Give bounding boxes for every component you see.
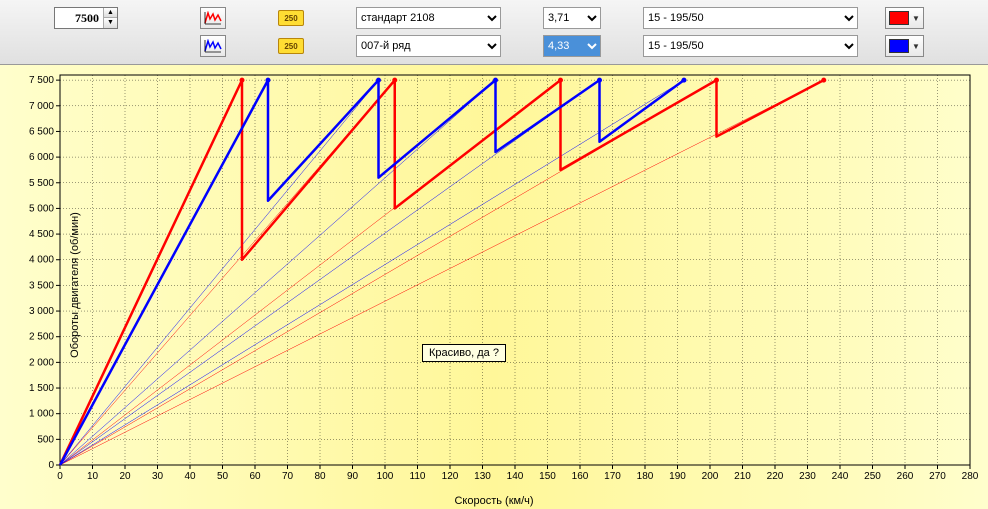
svg-text:240: 240 — [832, 471, 849, 482]
scale-label-1: 250 — [284, 14, 297, 23]
svg-text:5 000: 5 000 — [29, 203, 54, 214]
svg-text:200: 200 — [702, 471, 719, 482]
svg-text:260: 260 — [897, 471, 914, 482]
svg-text:190: 190 — [669, 471, 686, 482]
rpm-spin-down-icon[interactable]: ▼ — [103, 18, 117, 28]
svg-text:1 000: 1 000 — [29, 409, 54, 420]
svg-text:0: 0 — [57, 471, 63, 482]
color-picker-1[interactable]: ▼ — [885, 7, 924, 29]
svg-text:0: 0 — [48, 460, 54, 471]
svg-text:70: 70 — [282, 471, 294, 482]
svg-text:4 500: 4 500 — [29, 229, 54, 240]
gearbox-select-1[interactable]: стандарт 2108 — [356, 7, 501, 29]
color-swatch-2 — [889, 39, 909, 53]
svg-text:30: 30 — [152, 471, 164, 482]
ratio-select-1[interactable]: 3,71 — [543, 7, 601, 29]
sawtooth-blue-icon — [204, 39, 222, 53]
scale-button-1[interactable]: 250 — [278, 10, 304, 26]
scale-button-2[interactable]: 250 — [278, 38, 304, 54]
rpm-spinner[interactable]: ▲ ▼ — [54, 7, 118, 29]
svg-text:250: 250 — [864, 471, 881, 482]
graph-style-button-1[interactable] — [200, 7, 226, 29]
svg-text:40: 40 — [184, 471, 196, 482]
svg-text:280: 280 — [962, 471, 979, 482]
rpm-spin-up-icon[interactable]: ▲ — [103, 8, 117, 18]
svg-text:60: 60 — [249, 471, 261, 482]
tire-select-1[interactable]: 15 - 195/50 — [643, 7, 858, 29]
svg-text:180: 180 — [637, 471, 654, 482]
gearbox-select-2[interactable]: 007-й ряд — [356, 35, 501, 57]
svg-text:230: 230 — [799, 471, 816, 482]
svg-text:10: 10 — [87, 471, 99, 482]
svg-text:2 000: 2 000 — [29, 357, 54, 368]
ratio-select-2[interactable]: 4,33 — [543, 35, 601, 57]
toolbar: ▲ ▼ 250 стандарт 2108 3,71 15 - 195/50 — [0, 0, 988, 65]
svg-text:3 000: 3 000 — [29, 306, 54, 317]
svg-text:5 500: 5 500 — [29, 178, 54, 189]
toolbar-row-2: 250 007-й ряд 4,33 15 - 195/50 ▼ — [8, 32, 980, 60]
dropdown-arrow-icon: ▼ — [912, 42, 920, 51]
scale-label-2: 250 — [284, 42, 297, 51]
svg-text:210: 210 — [734, 471, 751, 482]
tire-select-2[interactable]: 15 - 195/50 — [643, 35, 858, 57]
svg-text:170: 170 — [604, 471, 621, 482]
svg-text:120: 120 — [442, 471, 459, 482]
svg-text:1 500: 1 500 — [29, 383, 54, 394]
svg-text:160: 160 — [572, 471, 589, 482]
toolbar-row-1: ▲ ▼ 250 стандарт 2108 3,71 15 - 195/50 — [8, 4, 980, 32]
svg-text:6 500: 6 500 — [29, 126, 54, 137]
svg-text:3 500: 3 500 — [29, 280, 54, 291]
svg-text:4 000: 4 000 — [29, 255, 54, 266]
svg-text:150: 150 — [539, 471, 556, 482]
rpm-input[interactable] — [55, 11, 103, 26]
svg-text:90: 90 — [347, 471, 359, 482]
svg-text:130: 130 — [474, 471, 491, 482]
svg-text:7 500: 7 500 — [29, 75, 54, 86]
color-swatch-1 — [889, 11, 909, 25]
chart-area: Обороты двигателя (об/мин) Скорость (км/… — [0, 65, 988, 509]
svg-text:110: 110 — [410, 471, 426, 482]
svg-text:50: 50 — [217, 471, 229, 482]
color-picker-2[interactable]: ▼ — [885, 35, 924, 57]
tooltip: Красиво, да ? — [422, 344, 506, 362]
svg-text:140: 140 — [507, 471, 524, 482]
svg-text:500: 500 — [37, 434, 54, 445]
sawtooth-red-icon — [204, 11, 222, 25]
svg-text:100: 100 — [377, 471, 394, 482]
dropdown-arrow-icon: ▼ — [912, 14, 920, 23]
svg-text:7 000: 7 000 — [29, 101, 54, 112]
svg-text:270: 270 — [929, 471, 946, 482]
svg-text:2 500: 2 500 — [29, 332, 54, 343]
svg-text:220: 220 — [767, 471, 784, 482]
svg-text:20: 20 — [119, 471, 131, 482]
svg-text:6 000: 6 000 — [29, 152, 54, 163]
svg-text:80: 80 — [314, 471, 326, 482]
chart-svg: 0 10 20 30 40 50 60 70 80 90 100 110 120 130 140 150 160… — [0, 65, 988, 509]
graph-style-button-2[interactable] — [200, 35, 226, 57]
